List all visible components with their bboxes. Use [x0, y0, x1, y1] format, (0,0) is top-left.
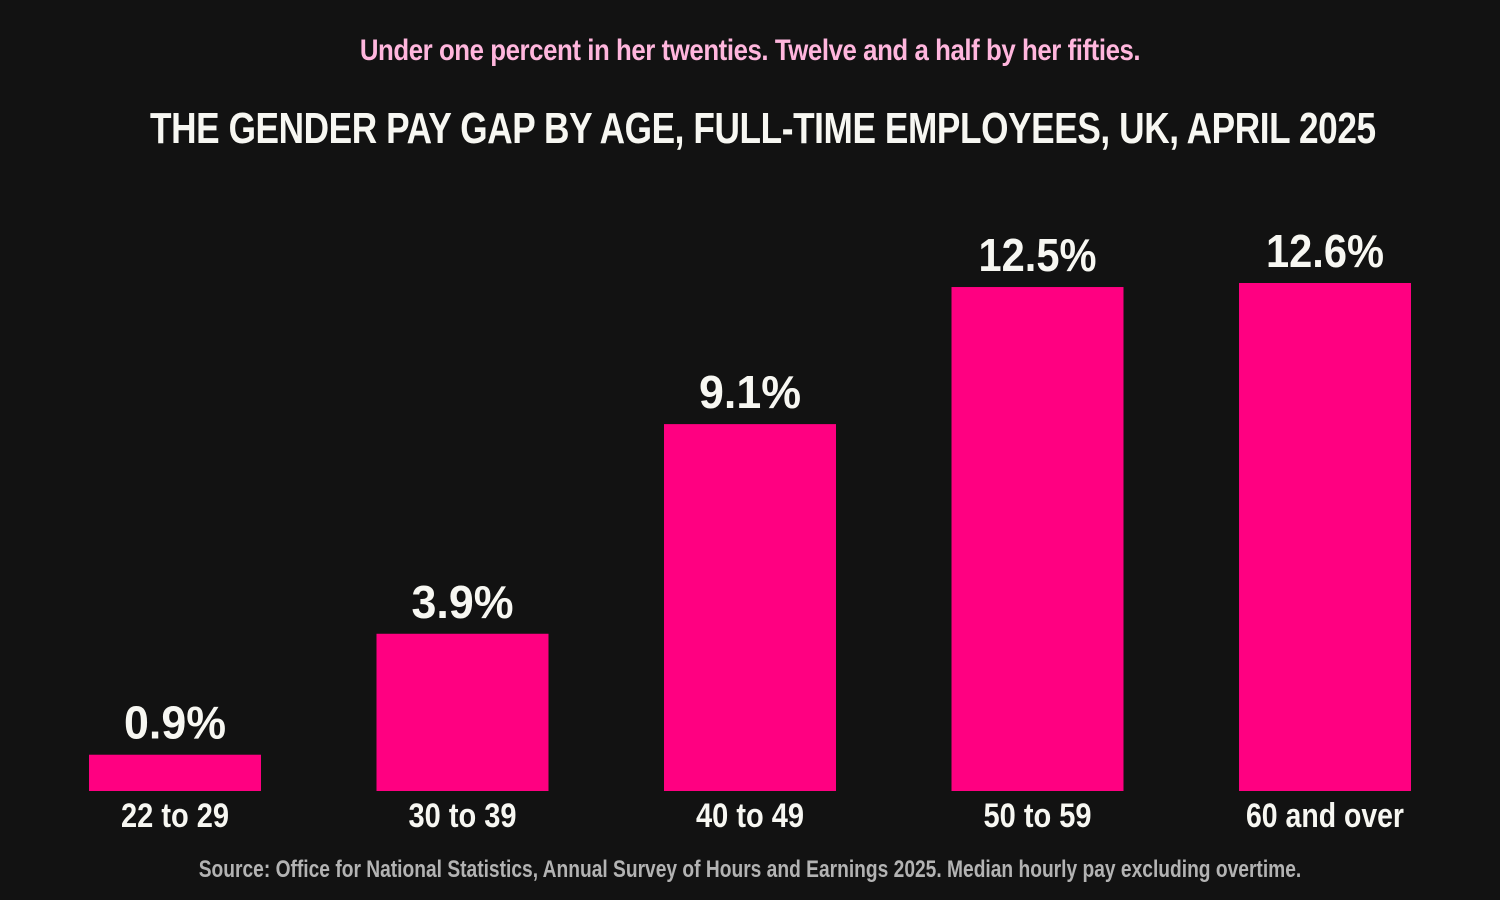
chart-subtitle: Under one percent in her twenties. Twelv… — [359, 34, 1141, 67]
category-label: 22 to 29 — [121, 797, 229, 835]
bar-40-to-49 — [664, 424, 836, 791]
bar-22-to-29 — [89, 754, 261, 791]
chart-title: THE GENDER PAY GAP BY AGE, FULL-TIME EMP… — [150, 104, 1376, 153]
bar-50-to-59 — [951, 287, 1124, 791]
bar-60-and-over — [1239, 283, 1411, 791]
category-label: 40 to 49 — [696, 797, 804, 835]
category-label: 30 to 39 — [409, 797, 517, 835]
value-label: 3.9% — [412, 576, 514, 628]
value-label: 9.1% — [699, 366, 801, 418]
value-label: 12.6% — [1266, 225, 1384, 277]
bar-30-to-39 — [376, 633, 549, 791]
category-label: 60 and over — [1246, 797, 1404, 835]
category-label: 50 to 59 — [984, 797, 1092, 835]
value-label: 0.9% — [124, 697, 226, 749]
source-note: Source: Office for National Statistics, … — [198, 856, 1302, 883]
value-label: 12.5% — [979, 229, 1097, 281]
